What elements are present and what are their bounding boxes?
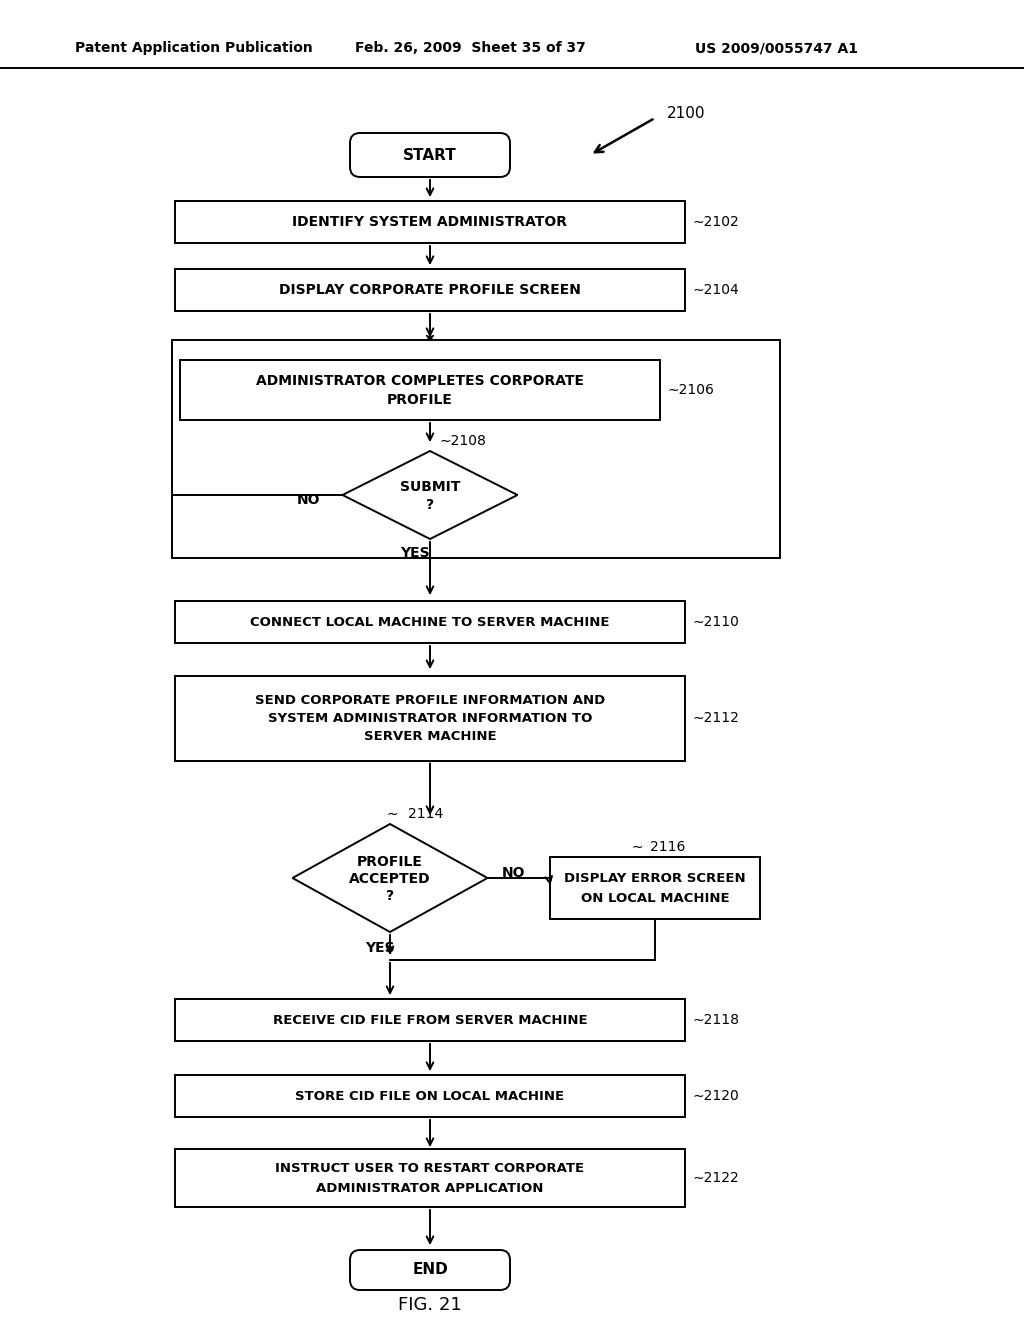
- Text: ∼2106: ∼2106: [668, 383, 715, 397]
- Text: START: START: [403, 148, 457, 162]
- Text: US 2009/0055747 A1: US 2009/0055747 A1: [695, 41, 858, 55]
- Text: PROFILE: PROFILE: [387, 393, 453, 407]
- Text: ADMINISTRATOR APPLICATION: ADMINISTRATOR APPLICATION: [316, 1181, 544, 1195]
- Text: DISPLAY CORPORATE PROFILE SCREEN: DISPLAY CORPORATE PROFILE SCREEN: [280, 282, 581, 297]
- Text: ∼: ∼: [632, 840, 643, 854]
- Text: PROFILE: PROFILE: [357, 855, 423, 869]
- Text: STORE CID FILE ON LOCAL MACHINE: STORE CID FILE ON LOCAL MACHINE: [296, 1089, 564, 1102]
- Text: ∼2120: ∼2120: [693, 1089, 739, 1104]
- Text: 2116: 2116: [650, 840, 685, 854]
- Text: ADMINISTRATOR COMPLETES CORPORATE: ADMINISTRATOR COMPLETES CORPORATE: [256, 374, 584, 388]
- Bar: [175, 201, 685, 243]
- Text: RECEIVE CID FILE FROM SERVER MACHINE: RECEIVE CID FILE FROM SERVER MACHINE: [272, 1014, 588, 1027]
- Text: END: END: [412, 1262, 447, 1278]
- Text: NO: NO: [502, 866, 525, 880]
- Text: ∼2110: ∼2110: [693, 615, 740, 630]
- Text: Feb. 26, 2009  Sheet 35 of 37: Feb. 26, 2009 Sheet 35 of 37: [355, 41, 586, 55]
- Text: IDENTIFY SYSTEM ADMINISTRATOR: IDENTIFY SYSTEM ADMINISTRATOR: [293, 215, 567, 228]
- Text: 2100: 2100: [667, 106, 706, 120]
- Bar: [172, 341, 780, 558]
- Bar: [175, 1148, 685, 1206]
- Text: ∼: ∼: [386, 807, 398, 821]
- Polygon shape: [342, 451, 517, 539]
- Text: SUBMIT: SUBMIT: [399, 480, 460, 494]
- Text: FIG. 21: FIG. 21: [398, 1296, 462, 1313]
- FancyBboxPatch shape: [350, 1250, 510, 1290]
- Bar: [175, 676, 685, 760]
- Text: NO: NO: [297, 492, 321, 507]
- Text: CONNECT LOCAL MACHINE TO SERVER MACHINE: CONNECT LOCAL MACHINE TO SERVER MACHINE: [250, 615, 609, 628]
- Bar: [175, 1074, 685, 1117]
- Bar: [550, 857, 760, 919]
- Text: SYSTEM ADMINISTRATOR INFORMATION TO: SYSTEM ADMINISTRATOR INFORMATION TO: [268, 713, 592, 726]
- Text: ?: ?: [426, 498, 434, 512]
- Text: ACCEPTED: ACCEPTED: [349, 873, 431, 886]
- Text: ON LOCAL MACHINE: ON LOCAL MACHINE: [581, 891, 729, 904]
- Text: SERVER MACHINE: SERVER MACHINE: [364, 730, 497, 743]
- Text: ∼2104: ∼2104: [693, 282, 739, 297]
- Text: INSTRUCT USER TO RESTART CORPORATE: INSTRUCT USER TO RESTART CORPORATE: [275, 1163, 585, 1176]
- Text: YES: YES: [366, 941, 395, 954]
- Text: ?: ?: [386, 888, 394, 903]
- Text: YES: YES: [400, 546, 430, 560]
- Bar: [175, 269, 685, 312]
- Bar: [175, 999, 685, 1041]
- Text: 2114: 2114: [408, 807, 443, 821]
- Bar: [180, 360, 660, 420]
- FancyBboxPatch shape: [350, 133, 510, 177]
- Text: ∼2102: ∼2102: [693, 215, 739, 228]
- Polygon shape: [293, 824, 487, 932]
- Text: ∼2112: ∼2112: [693, 711, 740, 725]
- Text: ∼2122: ∼2122: [693, 1171, 739, 1185]
- Bar: [175, 601, 685, 643]
- Text: SEND CORPORATE PROFILE INFORMATION AND: SEND CORPORATE PROFILE INFORMATION AND: [255, 694, 605, 708]
- Text: ∼2108: ∼2108: [440, 434, 486, 447]
- Text: DISPLAY ERROR SCREEN: DISPLAY ERROR SCREEN: [564, 871, 745, 884]
- Text: Patent Application Publication: Patent Application Publication: [75, 41, 312, 55]
- Text: ∼2118: ∼2118: [693, 1012, 740, 1027]
